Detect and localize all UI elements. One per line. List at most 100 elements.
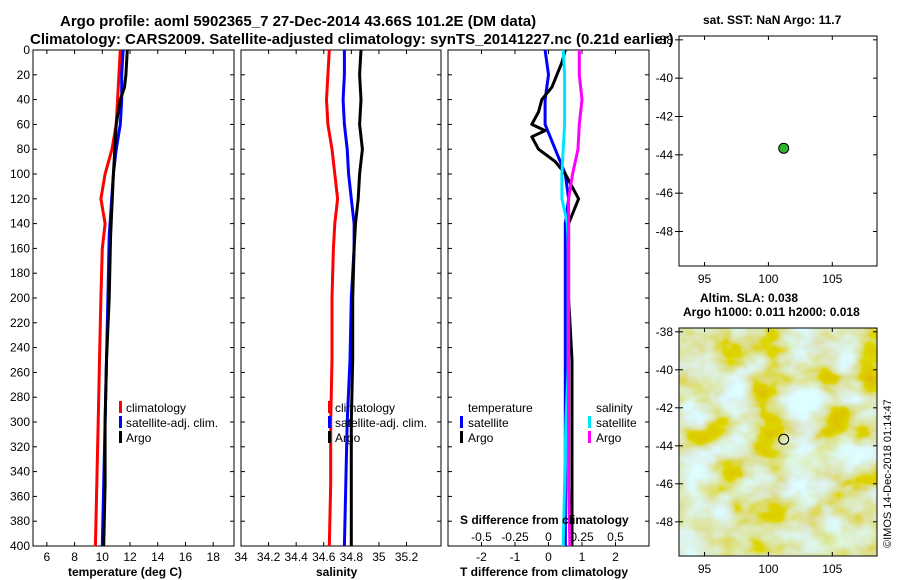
sla-map-axes: 95 100 105 -38 -40 -42 -44 -46 -48 — [656, 325, 877, 576]
depth-tick-label: 360 — [10, 489, 30, 503]
legend-label-satellite: satellite-adj. clim. — [126, 416, 218, 430]
title-line-2: Climatology: CARS2009. Satellite-adjuste… — [30, 31, 674, 48]
sst-map-lat-tick-label: -44 — [656, 148, 674, 162]
timestamp: ©IMOS 14-Dec-2018 01:14:47 — [882, 399, 894, 548]
depth-tick-label: 20 — [17, 68, 31, 82]
sst-map-frame — [678, 35, 878, 267]
legend-label-argo: Argo — [335, 431, 361, 445]
legend-swatch-climatology — [119, 401, 122, 413]
salinity-tick-label: 35 — [372, 550, 386, 564]
salinity-line-satellite-adj-clim- — [341, 50, 356, 547]
s-difference-tick-label: 0.25 — [570, 530, 594, 544]
salinity-tick-label: 34.2 — [257, 550, 281, 564]
temperature-tick-label: 16 — [179, 550, 193, 564]
difference-tick-label: 2 — [612, 550, 619, 564]
sst-map-lat-tick-label: -46 — [656, 186, 674, 200]
salinity-line-climatology — [325, 49, 340, 547]
difference-tick-label: -2 — [476, 550, 487, 564]
sla-map-lat-tick-label: -40 — [656, 363, 674, 377]
difference-plot-frame — [447, 49, 650, 547]
temperature-tick-label: 12 — [123, 550, 137, 564]
s-difference-axis-label: S difference from climatology — [460, 513, 629, 527]
title-line-1: Argo profile: aoml 5902365_7 27-Dec-2014… — [60, 13, 536, 30]
sla-map-lon-tick-label: 100 — [758, 562, 778, 576]
s-difference-tick-label: 0 — [545, 530, 552, 544]
depth-tick-label: 280 — [10, 390, 30, 404]
sst-map-lat-tick-label: -38 — [656, 33, 674, 47]
sst-map-lat-tick-label: -40 — [656, 71, 674, 85]
legend-swatch-satellite — [328, 416, 331, 428]
depth-tick-label: 200 — [10, 291, 30, 305]
sla-map-points — [778, 433, 790, 445]
sst-map-lon-tick-label: 95 — [698, 272, 712, 286]
legend-label-climatology: climatology — [126, 401, 186, 415]
temperature-tick-label: 8 — [71, 550, 78, 564]
sla-map-argo-location-marker — [778, 433, 790, 445]
legend-title-temperature: temperature — [468, 401, 533, 415]
depth-tick-label: 340 — [10, 465, 30, 479]
depth-tick-label: 40 — [17, 93, 31, 107]
sst-map-lon-tick-label: 100 — [758, 272, 778, 286]
temperature-tick-label: 18 — [207, 550, 221, 564]
difference-tick-label: 0 — [545, 550, 552, 564]
difference-line-salinity-argo — [567, 50, 584, 547]
difference-series — [530, 49, 584, 547]
depth-tick-label: 260 — [10, 365, 30, 379]
depth-tick-label: 100 — [10, 167, 30, 181]
salinity-tick-label: 35.2 — [395, 550, 419, 564]
sst-map-lon-tick-label: 105 — [822, 272, 842, 286]
depth-tick-label: 0 — [23, 43, 30, 57]
legend-label-climatology: climatology — [335, 401, 395, 415]
sla-heatmap — [679, 328, 877, 556]
s-difference-tick-label: 0.5 — [607, 530, 624, 544]
depth-tick-label: 400 — [10, 539, 30, 553]
legend-swatch-satellite — [119, 416, 122, 428]
sla-map-lat-tick-label: -38 — [656, 325, 674, 339]
sla-map-lat-tick-label: -48 — [656, 515, 674, 529]
temperature-x-axis: 6 8 10 12 14 16 18 — [33, 49, 234, 564]
sla-map-title-2: Argo h1000: 0.011 h2000: 0.018 — [683, 305, 860, 319]
legend-swatch-t-argo — [460, 431, 463, 443]
temperature-line-argo — [102, 49, 129, 547]
sla-map-lat-tick-label: -44 — [656, 439, 674, 453]
difference-tick-label: 1 — [579, 550, 586, 564]
s-difference-tick-label: -0.5 — [471, 530, 492, 544]
depth-tick-label: 160 — [10, 241, 30, 255]
temperature-line-climatology — [93, 49, 122, 547]
salinity-plot-frame — [240, 49, 442, 547]
salinity-tick-label: 34.8 — [340, 550, 364, 564]
sla-map-title-1: Altim. SLA: 0.038 — [700, 291, 798, 305]
depth-axis: 0 20 40 60 80 100 120 140 160 180 200 220 240 260 280 3… — [10, 43, 30, 553]
salinity-legend: climatology satellite-adj. clim. Argo — [328, 401, 427, 445]
depth-tick-label: 300 — [10, 415, 30, 429]
salinity-line-argo — [349, 49, 364, 546]
sst-map-axes: 95 100 105 -38 -40 -42 -44 -46 -48 — [656, 33, 877, 286]
salinity-series — [325, 49, 364, 547]
legend-label-argo: Argo — [126, 431, 152, 445]
temperature-legend: climatology satellite-adj. clim. Argo — [119, 401, 218, 445]
difference-tick-label: -1 — [510, 550, 521, 564]
legend-label-satellite: satellite-adj. clim. — [335, 416, 427, 430]
depth-tick-label: 140 — [10, 217, 30, 231]
salinity-x-axis: 34 34.2 34.4 34.6 34.8 35 35.2 — [234, 49, 441, 564]
depth-tick-label: 180 — [10, 266, 30, 280]
depth-tick-label: 220 — [10, 316, 30, 330]
legend-swatch-t-satellite — [460, 416, 463, 428]
sst-map-title: sat. SST: NaN Argo: 11.7 — [703, 13, 842, 27]
sla-map-lat-tick-label: -46 — [656, 477, 674, 491]
legend-swatch-climatology — [328, 401, 331, 413]
temperature-tick-label: 14 — [151, 550, 165, 564]
depth-tick-label: 120 — [10, 192, 30, 206]
legend-swatch-argo — [328, 431, 331, 443]
legend-label-t-satellite: satellite — [468, 416, 509, 430]
depth-tick-label: 320 — [10, 440, 30, 454]
temperature-tick-label: 10 — [96, 550, 110, 564]
legend-title-salinity: salinity — [596, 401, 633, 415]
depth-tick-label: 380 — [10, 514, 30, 528]
sla-map-lon-tick-label: 95 — [698, 562, 712, 576]
t-difference-axis-label: T difference from climatology — [460, 565, 628, 579]
legend-swatch-s-satellite — [588, 416, 591, 428]
salinity-axis-label: salinity — [316, 565, 358, 579]
difference-x-axis: -2 -1 0 1 2 -0.5 -0.25 0 0.25 0.5 — [448, 49, 649, 564]
